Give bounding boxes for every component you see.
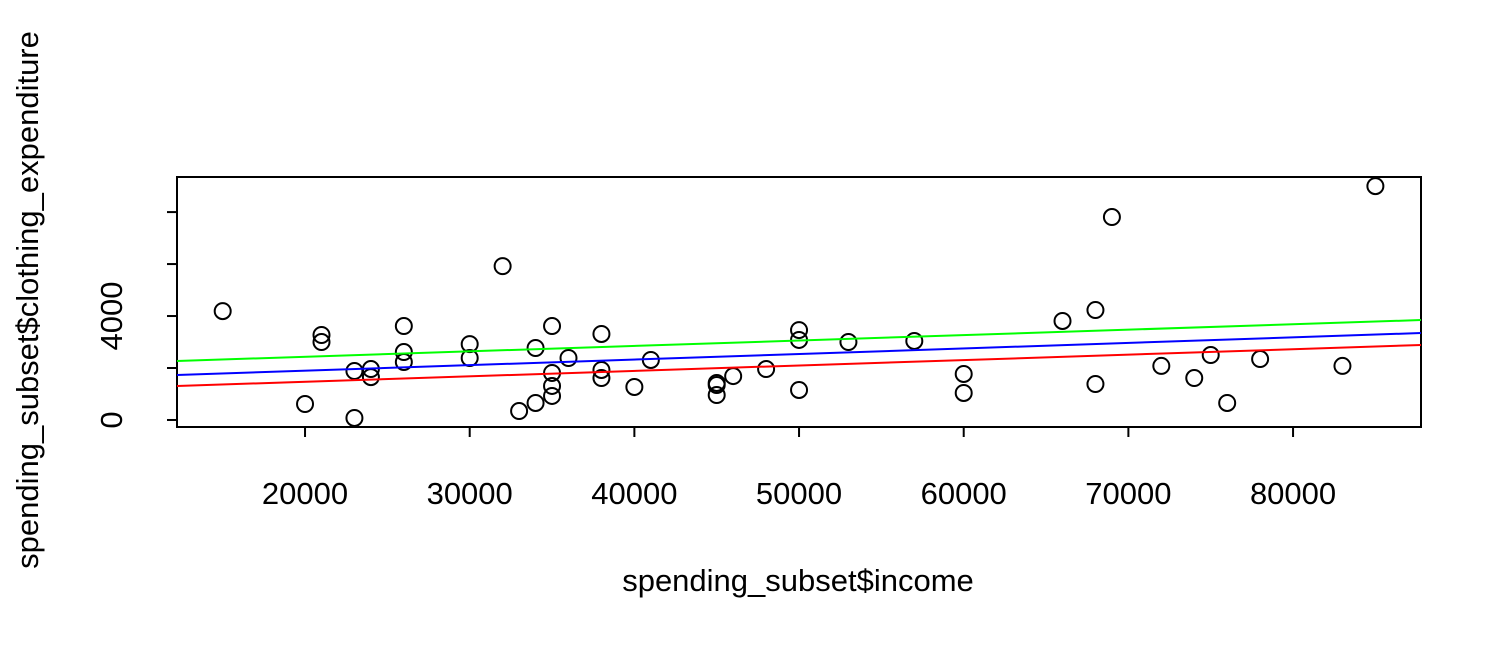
point — [757, 360, 776, 379]
point — [1053, 311, 1072, 330]
point — [1086, 374, 1105, 393]
fit-line — [176, 344, 1422, 387]
point — [790, 321, 809, 340]
point — [707, 386, 726, 405]
x-tick-label: 70000 — [1085, 476, 1171, 511]
point — [1366, 177, 1385, 196]
point — [707, 376, 726, 395]
point — [592, 369, 611, 388]
x-tick-label: 50000 — [756, 476, 842, 511]
point — [543, 386, 562, 405]
point — [790, 380, 809, 399]
x-tick-label: 80000 — [1250, 476, 1336, 511]
fit-line — [176, 319, 1422, 362]
point — [543, 317, 562, 336]
point — [954, 364, 973, 383]
fit-line — [176, 332, 1422, 376]
x-tick-label: 60000 — [921, 476, 1007, 511]
point — [1152, 356, 1171, 375]
point — [296, 395, 315, 414]
y-tick-label: 0 — [94, 411, 129, 428]
point — [1333, 356, 1352, 375]
point — [839, 333, 858, 352]
x-tick-label: 20000 — [262, 476, 348, 511]
point — [592, 324, 611, 343]
point — [312, 326, 331, 345]
point — [1086, 301, 1105, 320]
point — [1102, 208, 1121, 227]
x-tick-label: 30000 — [427, 476, 513, 511]
point — [625, 377, 644, 396]
point — [312, 333, 331, 352]
x-axis-label: spending_subset$income — [622, 563, 974, 598]
point — [493, 257, 512, 276]
point — [905, 331, 924, 350]
point — [559, 349, 578, 368]
y-axis-label: spending_subset$clothing_expenditure — [10, 31, 45, 569]
point — [592, 360, 611, 379]
x-tick-label: 40000 — [591, 476, 677, 511]
point — [1218, 393, 1237, 412]
y-tick-label: 4000 — [94, 282, 129, 351]
point — [1185, 369, 1204, 388]
point — [213, 302, 232, 321]
point — [510, 402, 529, 421]
point — [1201, 346, 1220, 365]
point — [526, 393, 545, 412]
point — [345, 408, 364, 427]
point — [543, 376, 562, 395]
point — [394, 317, 413, 336]
point — [954, 383, 973, 402]
point — [394, 343, 413, 362]
